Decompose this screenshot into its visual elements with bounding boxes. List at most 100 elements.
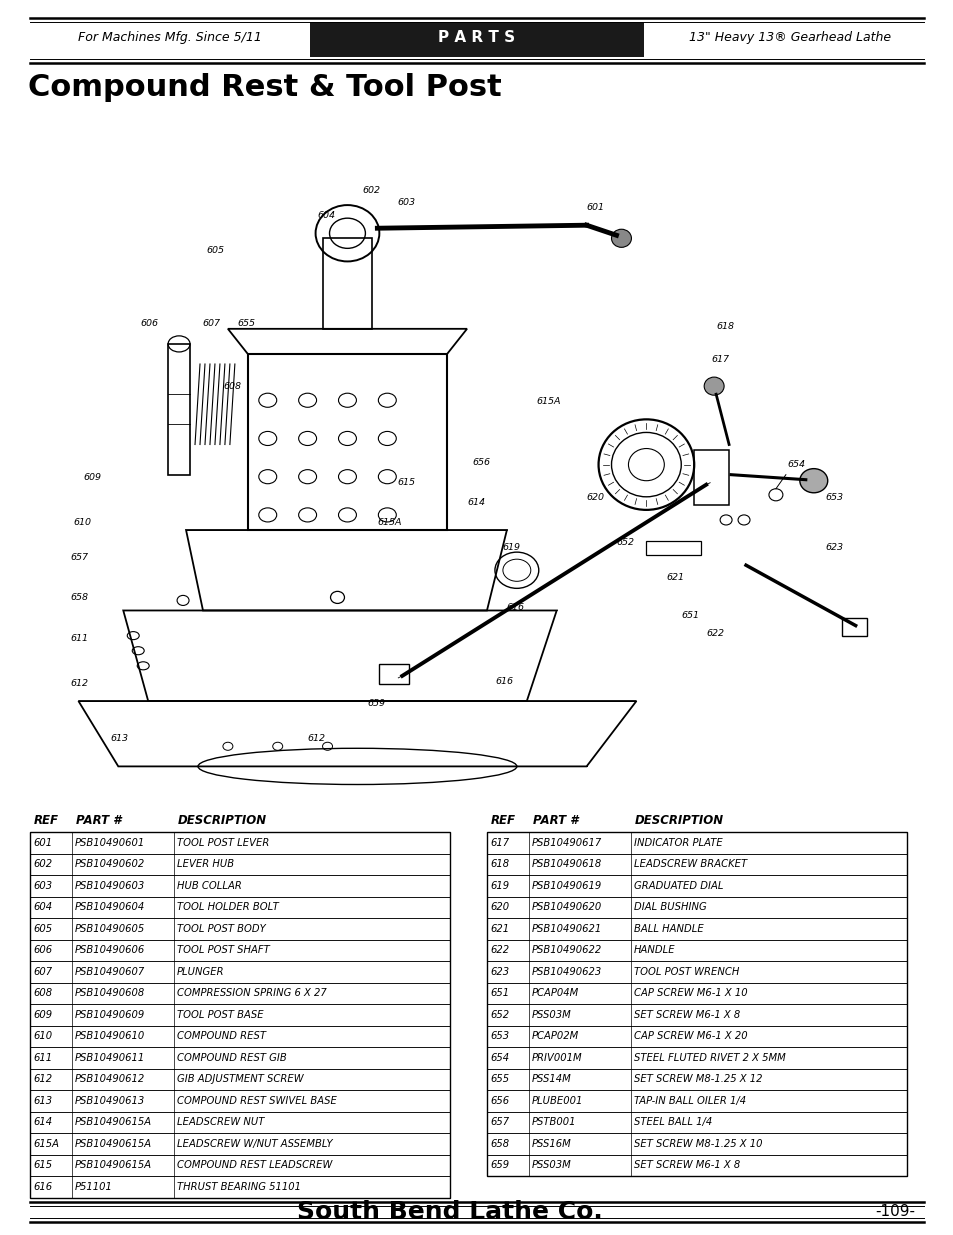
Text: COMPOUND REST SWIVEL BASE: COMPOUND REST SWIVEL BASE — [177, 1095, 336, 1105]
Bar — [379, 663, 409, 684]
Bar — [30, 1068, 450, 1091]
Text: 612: 612 — [307, 735, 325, 743]
Bar — [30, 897, 450, 918]
Text: 620: 620 — [586, 493, 604, 501]
Bar — [30, 1004, 450, 1025]
Text: PSS03M: PSS03M — [532, 1010, 571, 1020]
Text: 603: 603 — [396, 198, 415, 207]
Text: PRIV001M: PRIV001M — [532, 1052, 582, 1063]
Text: 623: 623 — [825, 543, 842, 552]
Bar — [30, 1176, 450, 1198]
Text: 617: 617 — [710, 354, 728, 364]
Bar — [30, 832, 450, 853]
Text: PSB10490606: PSB10490606 — [75, 945, 145, 955]
Text: LEADSCREW NUT: LEADSCREW NUT — [177, 1118, 264, 1128]
Text: 656: 656 — [472, 458, 490, 467]
Text: 616: 616 — [506, 604, 524, 613]
Text: HUB COLLAR: HUB COLLAR — [177, 881, 242, 890]
Text: 613: 613 — [111, 735, 129, 743]
Text: 653: 653 — [825, 493, 842, 501]
Text: 611: 611 — [33, 1052, 52, 1063]
Text: TOOL POST LEVER: TOOL POST LEVER — [177, 837, 269, 847]
Text: PART #: PART # — [76, 814, 121, 826]
Text: 609: 609 — [33, 1010, 52, 1020]
Bar — [30, 853, 450, 876]
Text: 653: 653 — [490, 1031, 509, 1041]
Text: PSB10490620: PSB10490620 — [532, 903, 601, 913]
Bar — [30, 1047, 450, 1068]
Text: 606: 606 — [140, 319, 158, 327]
Bar — [486, 918, 906, 940]
Bar — [30, 918, 450, 940]
Text: 659: 659 — [490, 1160, 509, 1171]
Bar — [486, 1025, 906, 1047]
Bar — [486, 832, 906, 853]
Bar — [310, 22, 643, 57]
Bar — [30, 961, 450, 983]
Bar — [486, 1047, 906, 1068]
Text: 622: 622 — [705, 629, 723, 637]
Text: PSB10490605: PSB10490605 — [75, 924, 145, 934]
Text: 657: 657 — [71, 553, 89, 562]
Text: 601: 601 — [33, 837, 52, 847]
Bar — [486, 1091, 906, 1112]
Bar — [30, 1155, 450, 1176]
Text: 604: 604 — [317, 211, 335, 220]
Text: 659: 659 — [367, 699, 385, 708]
Text: 655: 655 — [490, 1074, 509, 1084]
Text: PSB10490615A: PSB10490615A — [75, 1160, 152, 1171]
Text: 604: 604 — [33, 903, 52, 913]
Ellipse shape — [611, 230, 631, 247]
Text: 607: 607 — [33, 967, 52, 977]
Text: 615A: 615A — [537, 398, 560, 406]
Text: P51101: P51101 — [75, 1182, 112, 1192]
Text: For Machines Mfg. Since 5/11: For Machines Mfg. Since 5/11 — [78, 32, 262, 44]
Text: 614: 614 — [33, 1118, 52, 1128]
Text: 614: 614 — [467, 498, 484, 506]
Text: PLUNGER: PLUNGER — [177, 967, 224, 977]
Text: TOOL POST WRENCH: TOOL POST WRENCH — [634, 967, 739, 977]
Text: 658: 658 — [71, 594, 89, 603]
Text: 651: 651 — [680, 610, 699, 620]
Text: LEADSCREW W/NUT ASSEMBLY: LEADSCREW W/NUT ASSEMBLY — [177, 1139, 333, 1149]
Text: PCAP04M: PCAP04M — [532, 988, 578, 998]
Bar — [30, 832, 450, 1198]
Text: PSB10490608: PSB10490608 — [75, 988, 145, 998]
Text: PSB10490618: PSB10490618 — [532, 860, 601, 869]
Text: 654: 654 — [490, 1052, 509, 1063]
Text: 658: 658 — [490, 1139, 509, 1149]
Text: 615: 615 — [33, 1160, 52, 1171]
Text: 613: 613 — [33, 1095, 52, 1105]
Text: PSB10490604: PSB10490604 — [75, 903, 145, 913]
Bar — [30, 1112, 450, 1132]
Text: 657: 657 — [490, 1118, 509, 1128]
Text: 612: 612 — [33, 1074, 52, 1084]
Text: PSB10490615A: PSB10490615A — [75, 1139, 152, 1149]
Bar — [30, 983, 450, 1004]
Bar — [30, 876, 450, 897]
Bar — [30, 1025, 450, 1047]
Text: PART #: PART # — [533, 814, 578, 826]
Ellipse shape — [703, 377, 723, 395]
Text: 623: 623 — [490, 967, 509, 977]
Text: PSB10490610: PSB10490610 — [75, 1031, 145, 1041]
Text: PSB10490612: PSB10490612 — [75, 1074, 145, 1084]
Text: 608: 608 — [33, 988, 52, 998]
Text: COMPOUND REST GIB: COMPOUND REST GIB — [177, 1052, 287, 1063]
Text: TOOL POST BODY: TOOL POST BODY — [177, 924, 266, 934]
Text: 615: 615 — [396, 478, 415, 487]
Text: CAP SCREW M6-1 X 20: CAP SCREW M6-1 X 20 — [634, 1031, 747, 1041]
Text: PSB10490611: PSB10490611 — [75, 1052, 145, 1063]
Text: 621: 621 — [490, 924, 509, 934]
Bar — [486, 1068, 906, 1091]
Text: PSS14M: PSS14M — [532, 1074, 571, 1084]
Text: PSS16M: PSS16M — [532, 1139, 571, 1149]
Text: TAP-IN BALL OILER 1/4: TAP-IN BALL OILER 1/4 — [634, 1095, 745, 1105]
Text: COMPOUND REST LEADSCREW: COMPOUND REST LEADSCREW — [177, 1160, 332, 1171]
Text: SET SCREW M8-1.25 X 10: SET SCREW M8-1.25 X 10 — [634, 1139, 761, 1149]
Text: CAP SCREW M6-1 X 10: CAP SCREW M6-1 X 10 — [634, 988, 747, 998]
Text: 612: 612 — [71, 679, 89, 688]
Text: 610: 610 — [33, 1031, 52, 1041]
Text: 616: 616 — [495, 677, 513, 685]
Text: 654: 654 — [787, 459, 805, 468]
